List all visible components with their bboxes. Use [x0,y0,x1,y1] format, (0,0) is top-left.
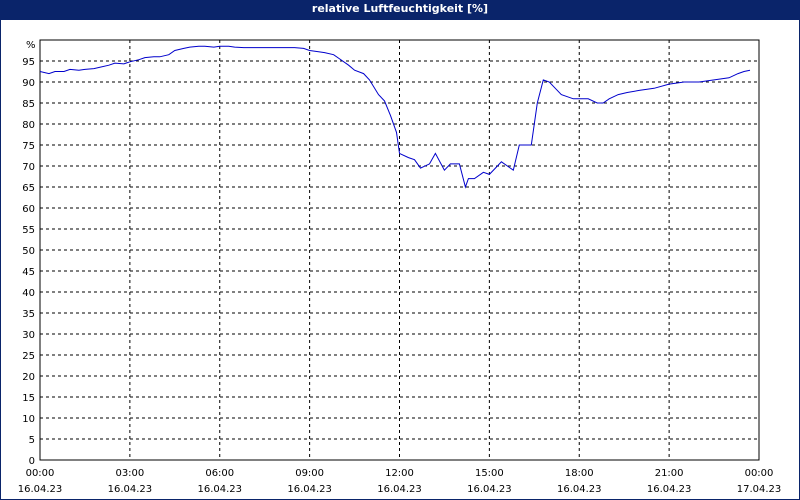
y-tick-label: 80 [22,120,35,131]
series-group [39,45,751,189]
x-tick-date: 16.04.23 [108,484,153,495]
grid [40,40,759,460]
y-tick-label: 55 [22,225,35,236]
x-tick-time: 03:00 [115,468,144,479]
x-tick-date: 16.04.23 [197,484,242,495]
chart-title: relative Luftfeuchtigkeit [%] [0,0,800,20]
y-axis-label: % [26,40,36,51]
y-tick-label: 60 [22,204,35,215]
x-tick-time: 09:00 [295,468,324,479]
x-axis: 00:00 16.04.23 03:00 16.04.23 06:00 16.04.23 0… [18,468,782,495]
y-tick-label: 20 [22,372,35,383]
y-tick-label: 45 [22,267,35,278]
y-tick-label: 10 [22,414,35,425]
x-tick-time: 00:00 [745,468,774,479]
y-axis: 0 5 10 15 20 25 30 35 40 45 50 55 60 65 70 75 80 85 90 95 [22,57,35,467]
plot-area [39,39,760,461]
x-tick-time: 12:00 [385,468,414,479]
x-tick-date: 16.04.23 [287,484,332,495]
y-tick-label: 15 [22,393,35,404]
y-tick-label: 35 [22,309,35,320]
x-tick-time: 06:00 [205,468,234,479]
x-tick-time: 00:00 [26,468,55,479]
x-tick-date: 16.04.23 [557,484,602,495]
y-tick-label: 50 [22,246,35,257]
y-tick-label: 75 [22,141,35,152]
y-tick-label: 65 [22,183,35,194]
y-tick-label: 5 [29,435,35,446]
x-tick-date: 16.04.23 [467,484,512,495]
y-tick-label: 90 [22,78,35,89]
humidity-line [39,45,751,189]
y-tick-label: 40 [22,288,35,299]
y-tick-label: 25 [22,351,35,362]
x-tick-time: 21:00 [655,468,684,479]
y-tick-label: 70 [22,162,35,173]
x-tick-time: 15:00 [475,468,504,479]
y-tick-label: 30 [22,330,35,341]
x-tick-time: 18:00 [565,468,594,479]
y-tick-label: 85 [22,99,35,110]
x-tick-date: 16.04.23 [377,484,422,495]
y-tick-label: 0 [29,456,35,467]
x-tick-date: 16.04.23 [18,484,63,495]
x-tick-date: 16.04.23 [647,484,692,495]
y-tick-label: 95 [22,57,35,68]
x-tick-date: 17.04.23 [737,484,782,495]
